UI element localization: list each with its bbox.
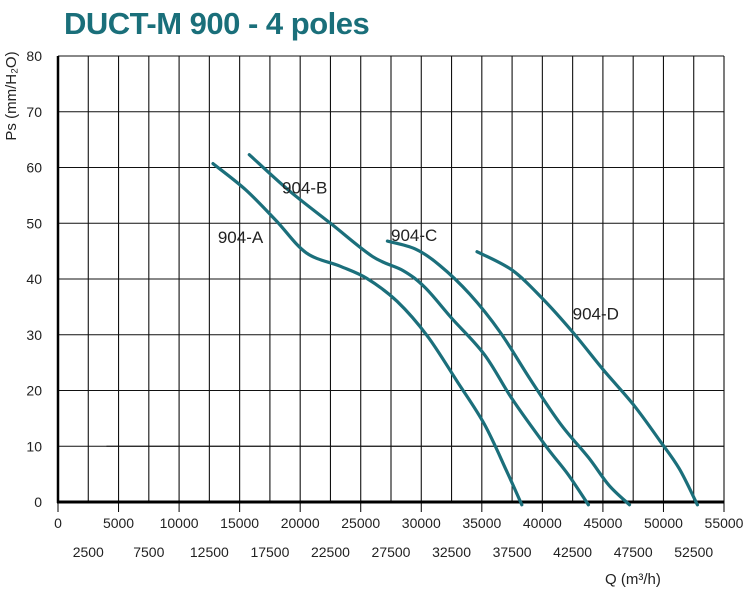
x-tick-label: 27500 [372, 544, 411, 560]
x-tick-label: 22500 [311, 544, 350, 560]
x-tick-label: 10000 [160, 515, 199, 531]
x-tick-label: 40000 [523, 515, 562, 531]
x-tick-label: 32500 [432, 544, 471, 560]
y-tick-label: 10 [26, 438, 42, 454]
x-tick-label: 37500 [493, 544, 532, 560]
series-label-904-c: 904-C [391, 226, 437, 245]
series-label-904-a: 904-A [218, 228, 264, 247]
axis-layer: 0 5000 10000 15000 20000 25000 30000 35000 40000… [26, 48, 743, 560]
x-tick-label: 52500 [674, 544, 713, 560]
y-tick-label: 70 [26, 104, 42, 120]
series-layer [211, 153, 699, 507]
x-tick-label: 45000 [583, 515, 622, 531]
x-tick-label: 35000 [462, 515, 501, 531]
x-tick-label: 47500 [614, 544, 653, 560]
x-axis-title: Q (m³/h) [605, 571, 661, 588]
x-tick-label: 7500 [133, 544, 164, 560]
x-tick-label: 55000 [705, 515, 744, 531]
label-layer: 904-A 904-B 904-C 904-D [218, 179, 619, 324]
series-line-904-b [247, 153, 590, 507]
chart-title: DUCT-M 900 - 4 poles [64, 6, 370, 41]
x-tick-label: 15000 [220, 515, 259, 531]
x-tick-label: 30000 [402, 515, 441, 531]
y-tick-label: 0 [34, 494, 42, 510]
y-tick-label: 80 [26, 48, 42, 64]
series-label-904-d: 904-D [573, 305, 619, 324]
series-label-904-b: 904-B [282, 179, 327, 198]
x-tick-label: 25000 [341, 515, 380, 531]
y-tick-label: 60 [26, 160, 42, 176]
x-tick-label: 50000 [644, 515, 683, 531]
y-tick-label: 30 [26, 327, 42, 343]
x-tick-label: 17500 [250, 544, 289, 560]
x-tick-label: 12500 [190, 544, 229, 560]
series-line-904-d [475, 250, 699, 507]
x-tick-label: 2500 [73, 544, 104, 560]
x-tick-label: 0 [54, 515, 62, 531]
x-tick-label: 5000 [103, 515, 134, 531]
x-tick-label: 42500 [553, 544, 592, 560]
grid-layer [57, 55, 725, 502]
y-tick-label: 40 [26, 271, 42, 287]
y-tick-label: 50 [26, 215, 42, 231]
series-line-904-a [211, 162, 524, 507]
x-tick-label: 20000 [281, 515, 320, 531]
y-axis-title: Ps (mm/H₂O) [3, 51, 20, 140]
y-tick-label: 20 [26, 383, 42, 399]
series-line-904-c [385, 239, 632, 507]
